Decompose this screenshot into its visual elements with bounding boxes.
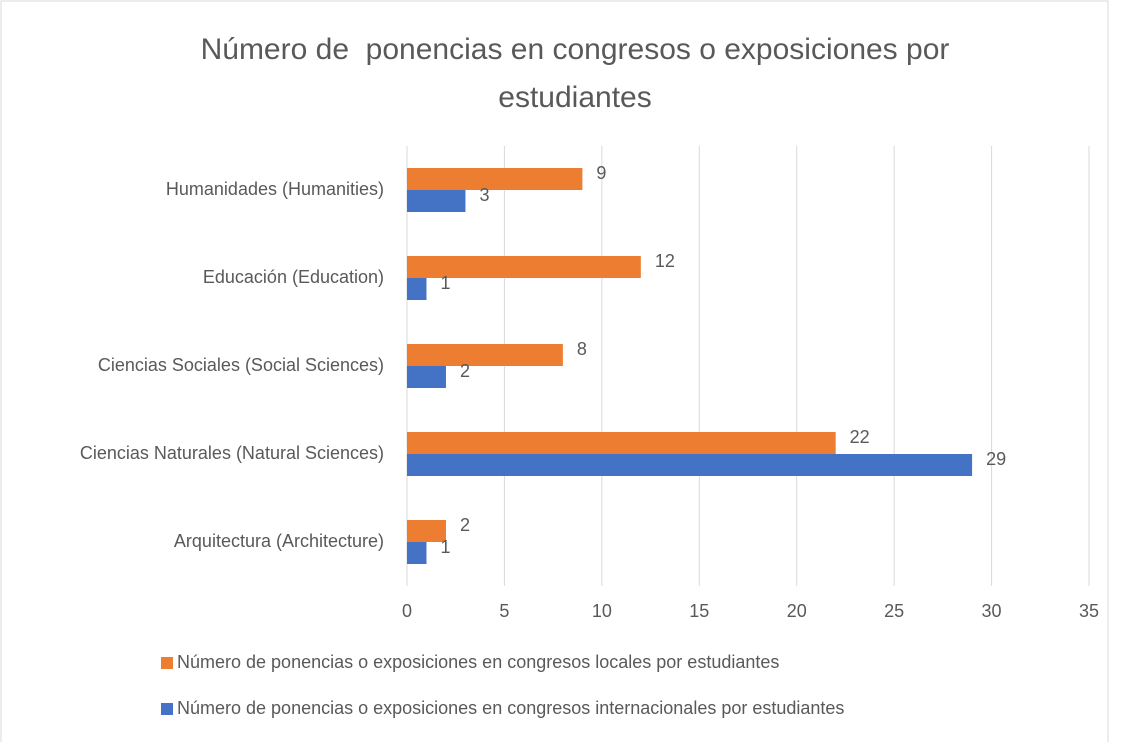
bar bbox=[407, 432, 836, 454]
bar bbox=[407, 542, 427, 564]
data-label: 29 bbox=[986, 449, 1006, 469]
data-label: 1 bbox=[440, 273, 450, 293]
y-tick-label: Ciencias Naturales (Natural Sciences) bbox=[80, 443, 384, 463]
legend-swatch bbox=[161, 657, 173, 669]
bar bbox=[407, 278, 427, 300]
data-label: 9 bbox=[596, 163, 606, 183]
y-tick-label: Arquitectura (Architecture) bbox=[174, 531, 384, 551]
data-label: 12 bbox=[655, 251, 675, 271]
y-tick-label: Humanidades (Humanities) bbox=[166, 179, 384, 199]
x-tick-label: 35 bbox=[1079, 601, 1099, 621]
bar bbox=[407, 168, 583, 190]
y-tick-label: Ciencias Sociales (Social Sciences) bbox=[98, 355, 384, 375]
x-tick-label: 0 bbox=[402, 601, 412, 621]
data-label: 22 bbox=[850, 427, 870, 447]
bar bbox=[407, 454, 973, 476]
bar bbox=[407, 190, 466, 212]
x-tick-label: 25 bbox=[884, 601, 904, 621]
data-label: 1 bbox=[440, 537, 450, 557]
y-tick-label: Educación (Education) bbox=[203, 267, 384, 287]
legend-swatch bbox=[161, 703, 173, 715]
data-label: 8 bbox=[577, 339, 587, 359]
x-tick-label: 5 bbox=[499, 601, 509, 621]
legend-label: Número de ponencias o exposiciones en co… bbox=[177, 698, 844, 718]
bar bbox=[407, 256, 641, 278]
data-label: 2 bbox=[460, 515, 470, 535]
x-tick-label: 15 bbox=[689, 601, 709, 621]
bar bbox=[407, 520, 446, 542]
bar bbox=[407, 344, 563, 366]
data-label: 2 bbox=[460, 361, 470, 381]
data-label: 3 bbox=[479, 185, 489, 205]
chart-title: Número de ponencias en congresos o expos… bbox=[200, 33, 958, 114]
bar bbox=[407, 366, 446, 388]
x-tick-label: 10 bbox=[592, 601, 612, 621]
x-tick-label: 30 bbox=[982, 601, 1002, 621]
x-tick-label: 20 bbox=[787, 601, 807, 621]
legend-label: Número de ponencias o exposiciones en co… bbox=[177, 652, 779, 672]
